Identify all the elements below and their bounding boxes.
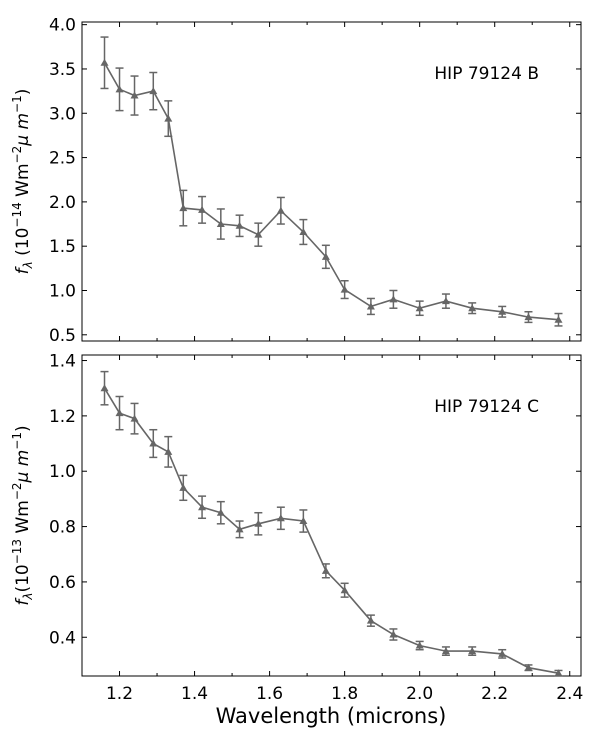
data-point-marker	[164, 114, 173, 122]
data-point-marker	[441, 647, 450, 655]
data-point-marker	[179, 204, 188, 212]
y-tick-label: 1.5	[49, 237, 76, 257]
y-tick-label: 0.8	[49, 518, 76, 538]
y-tick-label: 2.5	[49, 149, 76, 169]
data-point-marker	[235, 221, 244, 229]
plot-frame	[81, 21, 582, 342]
y-axis-label-part: Wm	[13, 163, 33, 202]
x-tick-label: 2.2	[481, 684, 508, 704]
data-point-marker	[321, 252, 330, 260]
data-point-marker	[235, 525, 244, 533]
data-point-marker	[524, 313, 533, 321]
y-tick-label: 2.0	[49, 193, 76, 213]
x-tick-label: 1.4	[181, 684, 208, 704]
x-tick-label: 2.4	[556, 684, 583, 704]
y-axis-label-part: μ m	[13, 113, 33, 147]
data-point-marker	[115, 409, 124, 417]
series-line	[103, 62, 559, 321]
data-point-marker	[216, 220, 225, 228]
y-axis-label-part: −13	[10, 539, 24, 564]
data-point-marker	[179, 483, 188, 491]
y-axis-label-symbol: f	[13, 597, 33, 606]
data-point-marker	[340, 285, 349, 293]
x-tick-label: 1.6	[256, 684, 283, 704]
y-axis-label-part: −1	[10, 432, 24, 450]
y-axis-label-part: Wm	[13, 500, 33, 539]
plot-frame	[81, 354, 582, 677]
data-point-marker	[149, 87, 158, 95]
data-point-marker	[498, 307, 507, 315]
y-tick-label: 1.4	[49, 352, 76, 372]
y-axis-label-subscript: λ	[21, 261, 35, 269]
y-tick-label: 3.5	[49, 60, 76, 80]
data-point-marker	[554, 669, 563, 677]
x-tick-label: 1.8	[331, 684, 358, 704]
y-tick-label: 0.5	[49, 326, 76, 346]
data-point-marker	[340, 586, 349, 594]
x-axis-label: Wavelength (microns)	[216, 704, 447, 728]
data-point-marker	[149, 439, 158, 447]
y-axis-label-part: )	[13, 425, 33, 432]
data-point-marker	[498, 649, 507, 657]
y-tick-label: 1.2	[49, 407, 76, 427]
y-tick-label: 1.0	[49, 462, 76, 482]
y-axis-label-part: (10	[13, 564, 33, 592]
y-axis-label-symbol: f	[13, 265, 33, 274]
data-point-marker	[366, 616, 375, 624]
y-tick-label: 0.4	[49, 628, 76, 648]
data-point-marker	[299, 228, 308, 236]
data-point-marker	[164, 447, 173, 455]
data-point-marker	[276, 206, 285, 214]
data-point-marker	[366, 302, 375, 310]
data-point-marker	[198, 205, 207, 213]
y-axis-label-part: (10	[13, 228, 33, 262]
data-point-marker	[254, 230, 263, 238]
y-axis-label-part: )	[13, 89, 33, 96]
data-point-marker	[468, 647, 477, 655]
data-point-marker	[100, 58, 109, 66]
data-point-marker	[441, 297, 450, 305]
data-point-marker	[415, 641, 424, 649]
y-axis-label-part: −2	[10, 482, 24, 500]
data-point-marker	[524, 663, 533, 671]
data-point-marker	[115, 85, 124, 93]
x-tick-label: 1.2	[106, 684, 133, 704]
panel-2: 0.4 0.6 0.8 1.0 1.2 1.4 1.2 1.4 1.6 1.8 2.0 2.2 2.4 H…	[10, 352, 583, 704]
data-point-marker	[389, 630, 398, 638]
data-point-marker	[276, 514, 285, 522]
x-tick-label: 2.0	[406, 684, 433, 704]
y-axis-label-part: −14	[10, 202, 24, 227]
data-point-marker	[100, 384, 109, 392]
data-point-marker	[254, 519, 263, 527]
y-axis-label: fλ (10−14 Wm−2μ m−1)	[10, 89, 35, 275]
data-point-marker	[299, 517, 308, 525]
y-tick-label: 1.0	[49, 281, 76, 301]
y-tick-label: 4.0	[49, 16, 76, 36]
y-axis-label-part: μ m	[13, 450, 33, 484]
data-point-marker	[130, 91, 139, 99]
y-axis-label-part: −1	[10, 95, 24, 113]
y-tick-label: 3.0	[49, 104, 76, 124]
data-point-marker	[415, 304, 424, 312]
panel-label: HIP 79124 C	[434, 397, 539, 417]
y-axis-label-part: −2	[10, 146, 24, 164]
data-point-marker	[216, 508, 225, 516]
y-tick-label: 0.6	[49, 573, 76, 593]
data-point-marker	[321, 566, 330, 574]
data-point-marker	[130, 414, 139, 422]
data-point-marker	[198, 503, 207, 511]
data-point-marker	[468, 304, 477, 312]
data-point-marker	[389, 295, 398, 303]
data-point-marker	[554, 315, 563, 323]
y-axis-label-subscript: λ	[21, 593, 35, 601]
panel-label: HIP 79124 B	[434, 64, 539, 84]
y-axis-label: fλ(10−13 Wm−2μ m−1)	[10, 425, 35, 605]
series-line	[103, 387, 559, 674]
panel-1: 0.5 1.0 1.5 2.0 2.5 3.0 3.5 4.0 HIP 79124 B fλ (1…	[10, 16, 582, 346]
